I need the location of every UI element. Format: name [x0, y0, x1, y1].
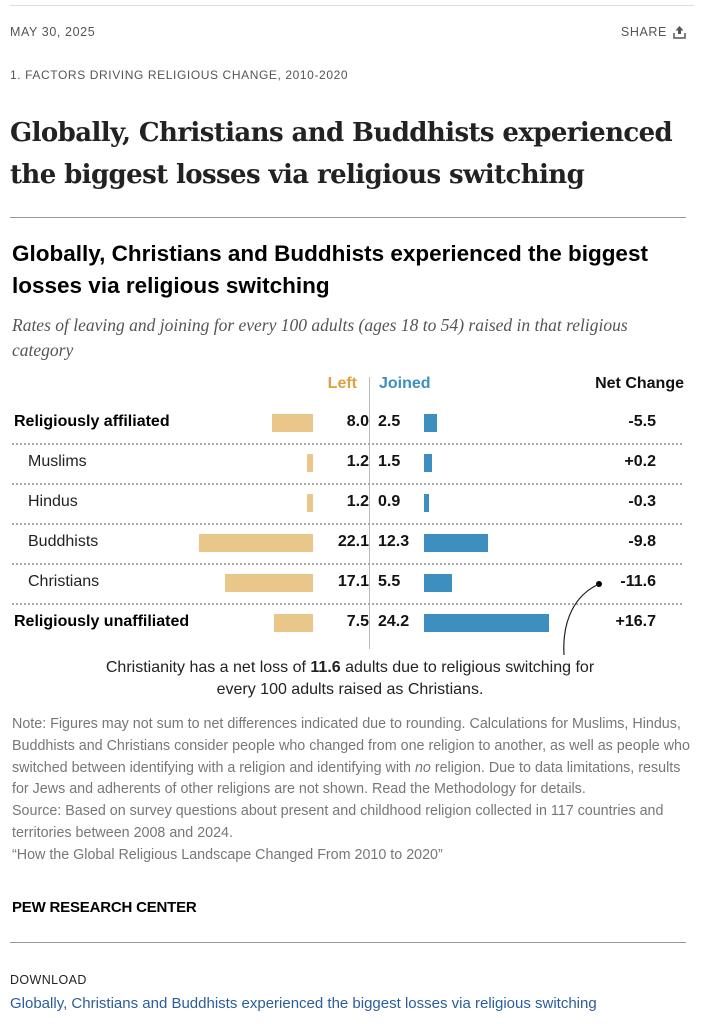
chart-row: Hindus 1.2 0.9 -0.3 — [12, 483, 682, 523]
share-button[interactable]: SHARE — [621, 25, 686, 39]
report-title: “How the Global Religious Landscape Chan… — [12, 846, 443, 863]
chart-row: Muslims 1.2 1.5 +0.2 — [12, 443, 682, 483]
bar-left — [306, 454, 313, 472]
page-title: Globally, Christians and Buddhists exper… — [10, 118, 673, 190]
row-divider — [12, 563, 682, 565]
header-left: Left — [327, 375, 357, 392]
bar-left — [271, 414, 313, 432]
value-joined: 5.5 — [378, 573, 401, 590]
value-net-change: -9.8 — [628, 533, 656, 550]
chart-row: Christians 17.1 5.5 -11.6 — [12, 563, 682, 603]
category-label: Christians — [28, 573, 100, 590]
value-net-change: +0.2 — [624, 453, 656, 470]
divider — [10, 217, 686, 218]
row-divider — [12, 443, 682, 445]
value-joined: 24.2 — [378, 613, 410, 630]
chart-notes: Note: Figures may not sum to net differe… — [12, 714, 692, 867]
bar-left — [198, 534, 313, 552]
source: Source: Based on survey questions about … — [12, 803, 664, 841]
value-joined: 2.5 — [378, 413, 401, 430]
annotation-pointer — [563, 581, 602, 656]
bar-left — [306, 494, 313, 512]
note: Note: Figures may not sum to net differe… — [12, 716, 690, 798]
download-label: DOWNLOAD — [10, 973, 87, 987]
value-joined: 0.9 — [378, 493, 401, 510]
value-left: 1.2 — [346, 493, 369, 510]
category-label: Religiously unaffiliated — [14, 613, 190, 630]
bar-left — [224, 574, 313, 592]
value-net-change: -5.5 — [628, 413, 656, 430]
chart-subtitle: Rates of leaving and joining for every 1… — [12, 315, 628, 360]
value-joined: 1.5 — [378, 453, 401, 470]
chart-title: Globally, Christians and Buddhists exper… — [12, 241, 648, 298]
bar-joined — [424, 454, 432, 472]
value-net-change: -0.3 — [628, 493, 656, 510]
bar-joined — [424, 494, 429, 512]
value-left: 17.1 — [337, 573, 369, 590]
category-label: Religiously affiliated — [14, 413, 170, 430]
header-joined: Joined — [379, 375, 431, 392]
value-net-change: +16.7 — [615, 613, 656, 630]
top-divider — [10, 5, 694, 6]
value-joined: 12.3 — [378, 533, 410, 550]
header-net-change: Net Change — [595, 375, 684, 392]
value-left: 1.2 — [346, 453, 369, 470]
value-left: 8.0 — [346, 413, 369, 430]
publish-date: MAY 30, 2025 — [10, 25, 96, 39]
category-label: Buddhists — [28, 533, 99, 550]
chart-row: Religiously affiliated 8.0 2.5 -5.5 — [12, 403, 682, 443]
bar-left — [274, 614, 313, 632]
row-divider — [12, 483, 682, 485]
center-axis-line — [369, 377, 370, 649]
pew-credit: PEW RESEARCH CENTER — [12, 899, 197, 916]
category-label: Hindus — [28, 493, 78, 510]
chart-annotation: Christianity has a net loss of 11.6 adul… — [105, 659, 595, 698]
bar-joined — [424, 614, 550, 632]
bar-joined — [424, 574, 453, 592]
row-divider — [12, 603, 682, 605]
chart-row: Religiously unaffiliated 7.5 24.2 +16.7 — [12, 603, 682, 643]
share-label: SHARE — [620, 25, 667, 39]
value-net-change: -11.6 — [620, 573, 656, 590]
category-label: Muslims — [28, 453, 87, 470]
chart-row: Buddhists 22.1 12.3 -9.8 — [12, 523, 682, 563]
row-divider — [12, 523, 682, 525]
section-label: 1. FACTORS DRIVING RELIGIOUS CHANGE, 201… — [10, 68, 349, 82]
share-icon — [673, 26, 686, 39]
divider — [10, 942, 686, 943]
value-left: 7.5 — [346, 613, 369, 630]
bar-joined — [424, 534, 488, 552]
bar-joined — [424, 414, 437, 432]
download-link[interactable]: Globally, Christians and Buddhists exper… — [10, 995, 597, 1012]
value-left: 22.1 — [337, 533, 369, 550]
